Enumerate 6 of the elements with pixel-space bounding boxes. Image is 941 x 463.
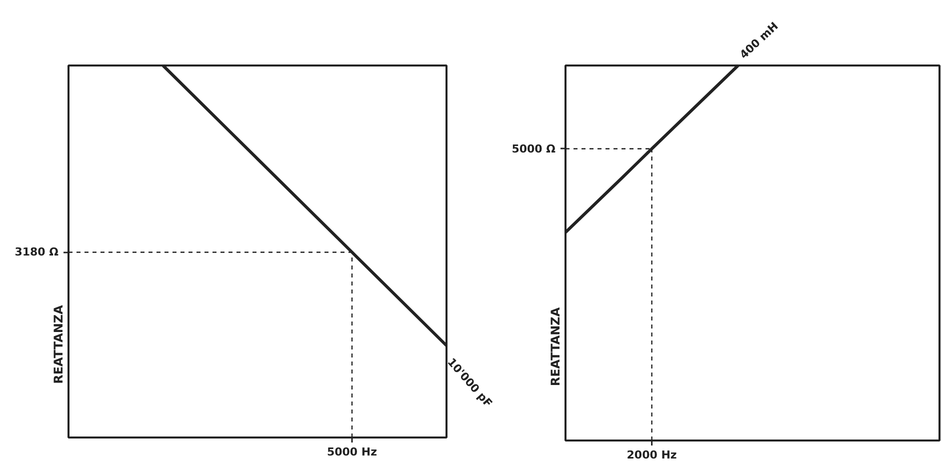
y-axis-title: REATTANZA — [52, 304, 66, 384]
ref-line-label: 5000 Ω — [512, 142, 556, 156]
ref-line-label: 3180 Ω — [14, 246, 60, 259]
y-axis-title: REATTANZA — [548, 306, 562, 386]
text: 2000 Hz — [626, 448, 677, 462]
text: 5000 Hz — [326, 446, 378, 458]
